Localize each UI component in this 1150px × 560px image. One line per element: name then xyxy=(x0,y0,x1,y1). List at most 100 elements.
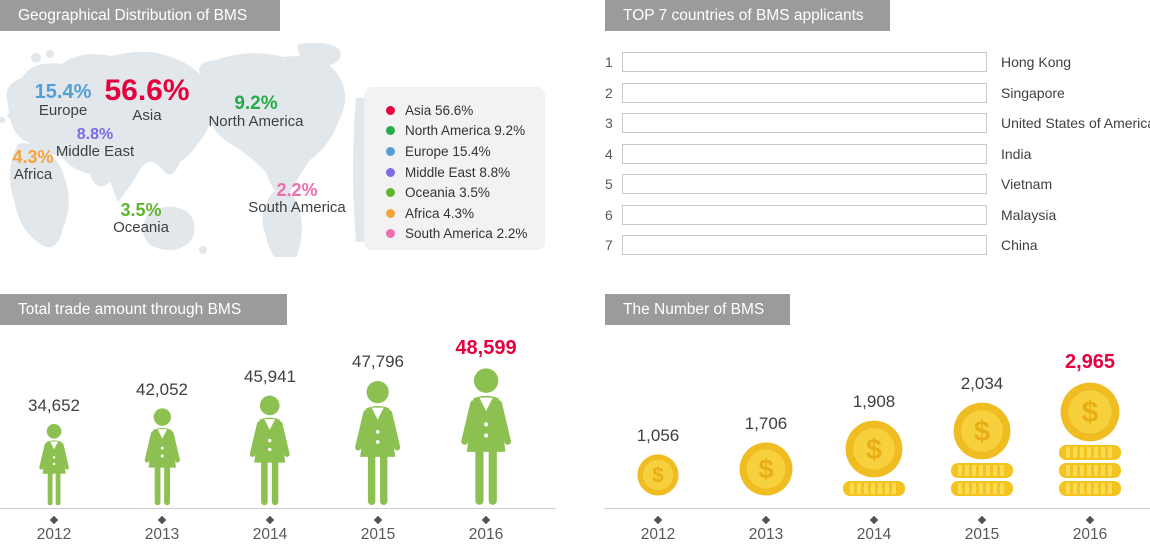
country-label: Malaysia xyxy=(1001,206,1057,223)
bar-row: 4 India xyxy=(605,139,1150,170)
region-pct: 2.2% xyxy=(276,180,318,200)
coin-stack-icon xyxy=(1059,481,1121,496)
value-label-highlight: 2,965 xyxy=(1064,351,1116,373)
trade-column-2014: 45,941 xyxy=(216,330,324,506)
diamond-marker-icon xyxy=(157,515,167,525)
year-tick: 2015 xyxy=(324,514,432,544)
legend-item: Africa 4.3% xyxy=(386,203,545,224)
legend-item: Asia 56.6% xyxy=(386,100,545,121)
geo-panel-title: Geographical Distribution of BMS xyxy=(0,0,280,31)
legend-dot-icon xyxy=(386,167,395,177)
top7-panel-title: TOP 7 countries of BMS applicants xyxy=(605,0,890,31)
diamond-marker-icon xyxy=(481,515,491,525)
rank-label: 6 xyxy=(605,206,613,223)
count-column-2016: 2,965 xyxy=(1036,330,1144,496)
legend-item: Europe 15.4% xyxy=(386,141,545,162)
year-tick: 2012 xyxy=(0,514,108,544)
count-column-2012: 1,056 xyxy=(604,330,712,496)
rank-label: 5 xyxy=(605,176,613,193)
person-icon xyxy=(32,422,76,506)
region-pct: 9.2% xyxy=(234,93,278,114)
country-label: United States of America xyxy=(1001,115,1150,132)
bar-row: 3 United States of America xyxy=(605,108,1150,139)
legend-label: North America 9.2% xyxy=(405,123,526,139)
region-pct: 15.4% xyxy=(34,81,92,103)
country-label: India xyxy=(1001,145,1032,162)
country-label: Singapore xyxy=(1001,84,1065,101)
bar-track xyxy=(622,204,987,225)
trade-chart: 34,652 42,052 45,941 47,796 48,599 2012 xyxy=(0,330,556,560)
year-label: 2016 xyxy=(468,526,504,543)
geo-legend: Asia 56.6% North America 9.2% Europe 15.… xyxy=(364,87,545,250)
diamond-marker-icon xyxy=(265,515,275,525)
bar-row: 6 Malaysia xyxy=(605,200,1150,231)
rank-label: 1 xyxy=(605,54,613,71)
count-axis-line xyxy=(604,508,1150,509)
diamond-marker-icon xyxy=(373,515,383,525)
count-panel-title: The Number of BMS xyxy=(605,294,790,325)
coin-icon xyxy=(953,402,1011,460)
region-label-europe: 15.4% Europe xyxy=(35,81,92,120)
value-label: 47,796 xyxy=(352,352,404,371)
legend-label: Oceania 3.5% xyxy=(405,185,490,201)
region-pct: 3.5% xyxy=(120,200,162,220)
year-tick: 2015 xyxy=(928,514,1036,544)
region-name: Europe xyxy=(38,102,88,120)
legend-dot-icon xyxy=(386,126,395,136)
bar-track xyxy=(622,82,987,103)
count-chart: 1,056 1,706 1,908 2,034 2,965 xyxy=(604,330,1150,560)
year-label: 2015 xyxy=(360,526,396,543)
person-icon xyxy=(449,365,523,506)
legend-label: Europe 15.4% xyxy=(405,143,491,159)
legend-label: Middle East 8.8% xyxy=(405,164,511,180)
year-tick: 2016 xyxy=(432,514,540,544)
value-label: 1,908 xyxy=(852,392,896,411)
person-icon xyxy=(344,378,411,506)
coin-icon xyxy=(739,442,793,496)
rank-label: 2 xyxy=(605,84,613,101)
rank-label: 7 xyxy=(605,237,613,254)
trade-column-2012: 34,652 xyxy=(0,330,108,506)
value-label: 2,034 xyxy=(960,374,1004,393)
bar-track xyxy=(622,235,987,256)
count-years: 2012 2013 2014 2015 2016 xyxy=(604,514,1144,544)
legend-label: Asia 56.6% xyxy=(405,102,474,118)
bar-row: 1 Hong Kong xyxy=(605,47,1150,78)
diamond-marker-icon xyxy=(49,515,59,525)
year-tick: 2016 xyxy=(1036,514,1144,544)
year-tick: 2014 xyxy=(216,514,324,544)
country-label: Hong Kong xyxy=(1001,54,1072,71)
diamond-marker-icon xyxy=(977,515,987,525)
world-map xyxy=(0,42,370,257)
count-figures: 1,056 1,706 1,908 2,034 2,965 xyxy=(604,330,1144,496)
year-tick: 2013 xyxy=(712,514,820,544)
coin-icon xyxy=(845,420,903,478)
year-label: 2014 xyxy=(856,526,892,543)
trade-axis-line xyxy=(0,508,556,509)
region-name: Asia xyxy=(132,106,162,124)
value-label: 42,052 xyxy=(136,380,188,399)
region-label-oceania: 3.5% Oceania xyxy=(113,200,169,237)
region-label-africa: 4.3% Africa xyxy=(12,147,53,184)
top7-bar-chart: 1 Hong Kong 2 Singapore 3 United States … xyxy=(605,47,1150,261)
coin-stack-icon xyxy=(951,481,1013,496)
coin-stack-icon xyxy=(843,481,905,496)
rank-label: 3 xyxy=(605,115,613,132)
person-icon xyxy=(136,406,189,506)
year-label: 2014 xyxy=(252,526,288,543)
diamond-marker-icon xyxy=(761,515,771,525)
diamond-marker-icon xyxy=(869,515,879,525)
region-label-north-america: 9.2% North America xyxy=(208,93,303,131)
trade-column-2016: 48,599 xyxy=(432,330,540,506)
trade-panel-title: Total trade amount through BMS xyxy=(0,294,287,325)
coin-stack-icon xyxy=(1059,463,1121,478)
year-tick: 2013 xyxy=(108,514,216,544)
year-tick: 2014 xyxy=(820,514,928,544)
legend-label: South America 2.2% xyxy=(405,226,528,242)
country-label: China xyxy=(1001,237,1038,254)
bar-track xyxy=(622,113,987,134)
trade-column-2015: 47,796 xyxy=(324,330,432,506)
year-label: 2012 xyxy=(640,526,676,543)
trade-figures: 34,652 42,052 45,941 47,796 48,599 xyxy=(0,330,540,506)
country-label: Vietnam xyxy=(1001,176,1053,193)
